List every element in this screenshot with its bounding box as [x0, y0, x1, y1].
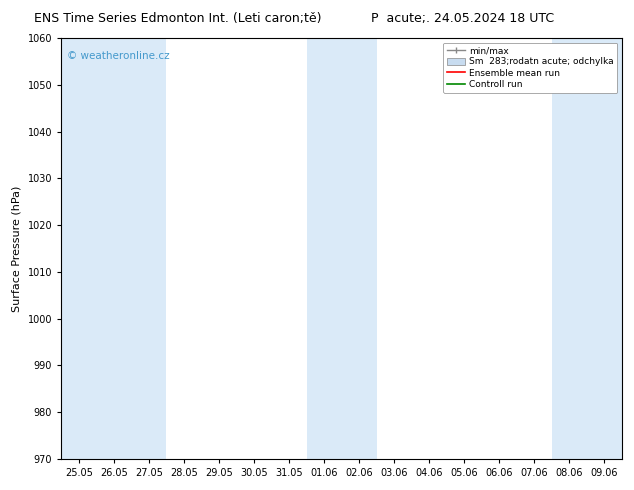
Bar — [342, 38, 377, 459]
Text: © weatheronline.cz: © weatheronline.cz — [67, 50, 169, 61]
Bar — [61, 38, 96, 459]
Bar — [307, 38, 342, 459]
Y-axis label: Surface Pressure (hPa): Surface Pressure (hPa) — [12, 185, 22, 312]
Text: P  acute;. 24.05.2024 18 UTC: P acute;. 24.05.2024 18 UTC — [372, 12, 554, 25]
Bar — [96, 38, 131, 459]
Bar — [131, 38, 166, 459]
Bar — [587, 38, 622, 459]
Text: ENS Time Series Edmonton Int. (Leti caron;tě): ENS Time Series Edmonton Int. (Leti caro… — [34, 12, 321, 25]
Bar — [552, 38, 587, 459]
Legend: min/max, Sm  283;rodatn acute; odchylka, Ensemble mean run, Controll run: min/max, Sm 283;rodatn acute; odchylka, … — [443, 43, 618, 93]
